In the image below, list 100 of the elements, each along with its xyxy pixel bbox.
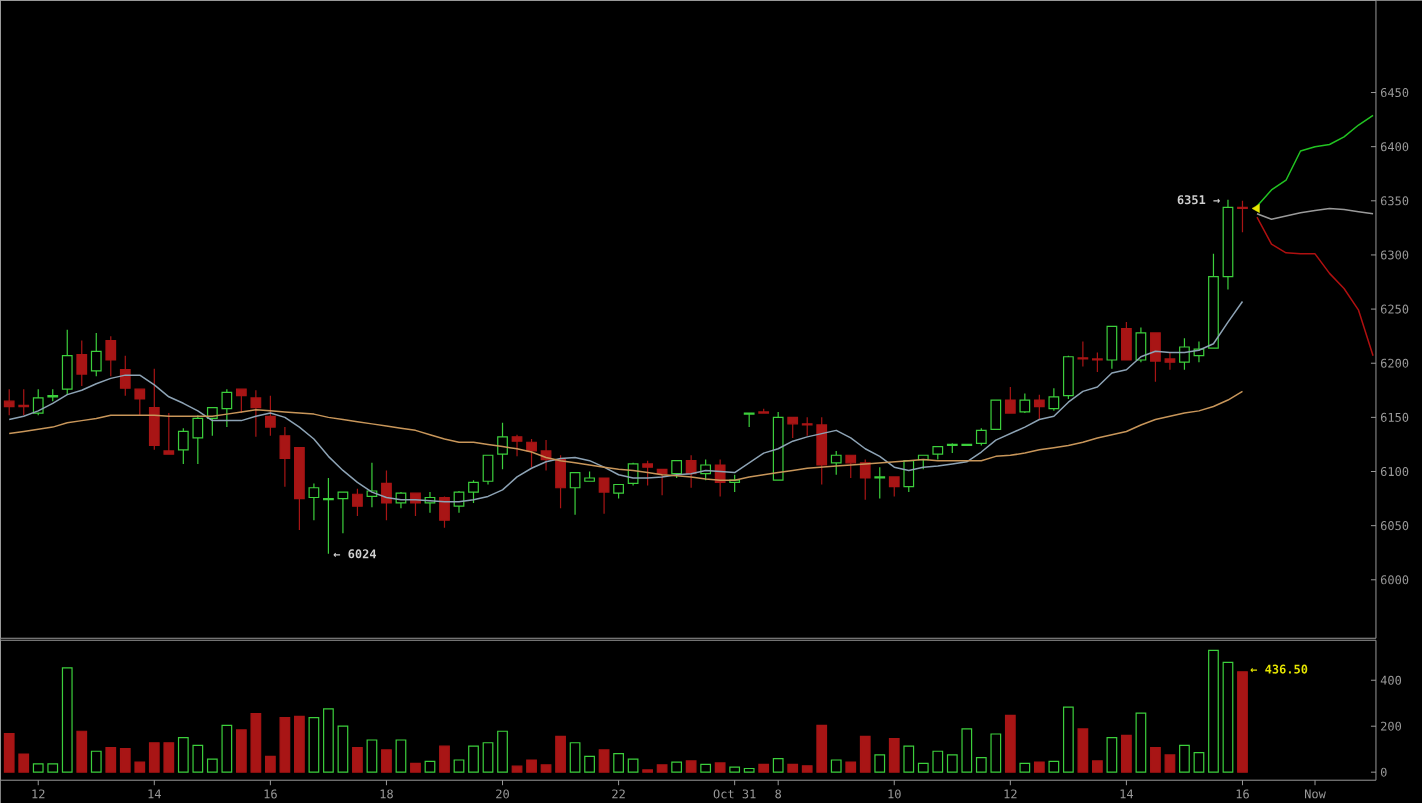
bar	[584, 755, 595, 773]
bar	[671, 761, 683, 773]
bar	[990, 733, 1002, 773]
bar	[555, 735, 566, 773]
bar	[714, 762, 726, 773]
bar	[932, 750, 944, 773]
y-tick-label: 6250	[1380, 304, 1409, 314]
candlestick	[1179, 337, 1190, 371]
candlestick	[830, 450, 842, 476]
candlestick	[192, 414, 204, 465]
candlestick	[598, 477, 610, 515]
candlestick	[932, 445, 944, 461]
bar	[264, 755, 276, 773]
bar	[816, 724, 828, 773]
x-tick-label: 12	[32, 789, 45, 799]
bar	[801, 765, 813, 773]
bar	[700, 763, 712, 773]
x-tick-label: 14	[1120, 789, 1134, 799]
candlestick	[264, 395, 276, 437]
candlestick	[961, 443, 973, 447]
bar	[1062, 706, 1074, 773]
candlestick	[294, 446, 305, 531]
bar	[177, 737, 189, 773]
bar	[1019, 762, 1031, 773]
bar	[627, 758, 639, 773]
bar	[845, 761, 857, 773]
candlestick	[1208, 253, 1219, 349]
bar	[308, 717, 320, 773]
bar	[975, 757, 987, 773]
candlestick	[845, 454, 857, 479]
x-tick-label: 22	[612, 789, 625, 799]
candlestick	[903, 459, 915, 493]
bar	[1150, 746, 1161, 773]
x-tick-label: 16	[264, 789, 277, 799]
candlestick	[119, 354, 131, 397]
x-tick-label: 8	[775, 789, 782, 799]
candlestick	[3, 388, 15, 416]
bar	[859, 735, 871, 773]
bar	[1237, 671, 1248, 773]
candlestick	[888, 476, 900, 497]
bar	[424, 760, 436, 773]
candlestick	[990, 399, 1002, 430]
y-tick-label: 400	[1380, 675, 1402, 685]
x-tick-label: Oct 31	[713, 789, 756, 799]
candlestick	[787, 416, 799, 439]
bar	[468, 745, 479, 773]
candlestick	[163, 412, 175, 455]
bar	[1179, 744, 1190, 773]
bar	[366, 739, 378, 773]
candlestick	[526, 438, 537, 468]
candlestick	[1048, 387, 1060, 412]
candlestick	[439, 495, 450, 529]
candlestick	[874, 466, 886, 500]
bar	[76, 730, 88, 773]
bar	[1121, 734, 1132, 773]
candlestick	[685, 454, 697, 489]
candlestick	[1106, 325, 1118, 370]
bar	[235, 729, 247, 773]
bar	[903, 745, 915, 773]
bar	[47, 763, 59, 773]
candlestick	[177, 427, 189, 465]
bar	[192, 744, 204, 773]
bar	[1208, 649, 1219, 773]
y-tick-label: 6350	[1380, 196, 1409, 206]
x-tick-label: 14	[148, 789, 161, 799]
annotation: 6351 →	[1177, 195, 1220, 205]
candlestick	[1150, 332, 1161, 383]
bar	[18, 753, 30, 773]
y-tick-label: 6400	[1380, 142, 1409, 152]
candlestick	[235, 388, 247, 414]
candlestick	[569, 471, 581, 516]
bar	[1135, 712, 1147, 773]
annotation: ← 6024	[333, 549, 377, 559]
bar	[961, 728, 973, 773]
candlestick	[337, 491, 349, 534]
bar	[1222, 661, 1234, 773]
candlestick	[279, 426, 291, 488]
candlestick	[946, 442, 958, 454]
candlestick	[308, 482, 320, 521]
candlestick	[47, 388, 59, 402]
candlestick	[801, 416, 813, 437]
candlestick	[1121, 321, 1132, 361]
candlestick	[1077, 340, 1089, 367]
bar	[323, 708, 334, 773]
candlestick	[584, 470, 595, 482]
candlestick	[816, 416, 828, 486]
candlestick	[1062, 354, 1074, 400]
bar	[1033, 761, 1045, 773]
bar	[874, 754, 886, 773]
candlestick	[250, 389, 262, 438]
bar	[352, 746, 363, 773]
candlestick	[18, 388, 30, 416]
candlestick	[1164, 351, 1176, 371]
bar	[61, 667, 73, 773]
y-tick-label: 6150	[1380, 412, 1409, 422]
bar	[497, 730, 508, 773]
bar	[250, 712, 262, 773]
x-tick-label: 12	[1004, 789, 1017, 799]
bar	[758, 763, 770, 773]
y-tick-label: 6050	[1380, 521, 1409, 531]
